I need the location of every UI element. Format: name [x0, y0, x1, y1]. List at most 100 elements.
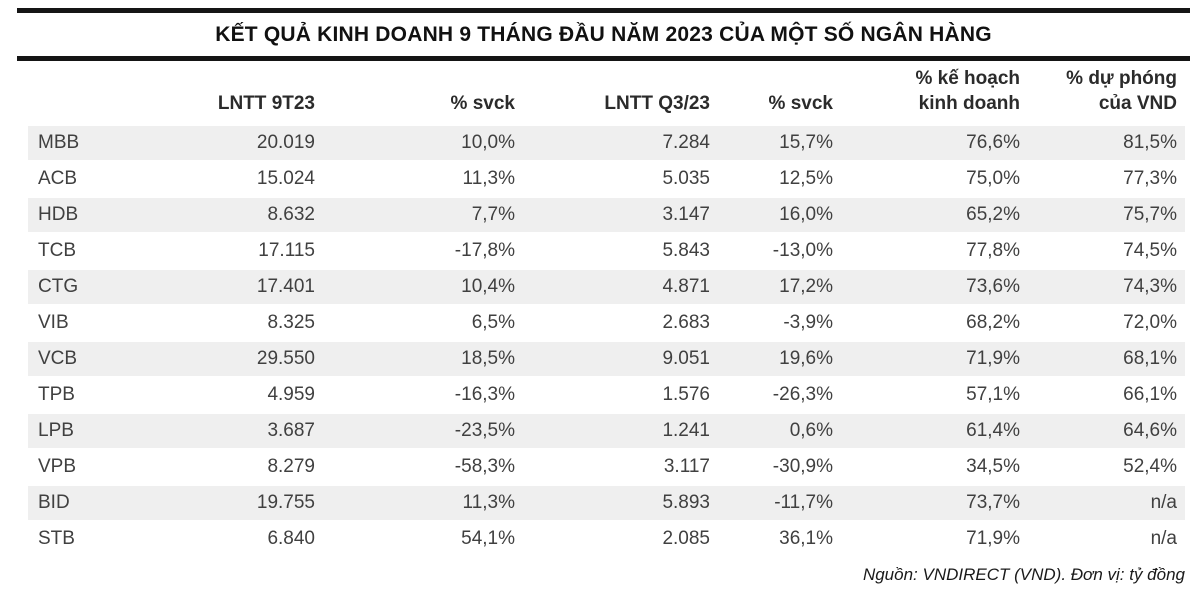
- svck-q323-cell: -3,9%: [710, 306, 833, 343]
- ke-hoach-cell: 77,8%: [833, 234, 1020, 271]
- bank-code-cell: TPB: [28, 378, 118, 415]
- column-header-svck-9t23: % svck: [450, 92, 515, 114]
- du-phong-cell: 68,1%: [1020, 342, 1185, 379]
- lntt-q323-cell: 4.871: [515, 270, 710, 307]
- lntt-9t23-cell: 17.401: [118, 270, 315, 307]
- table-header: LNTT 9T23 % svck LNTT Q3/23 % svck % kế …: [28, 61, 1185, 126]
- lntt-9t23-cell: 4.959: [118, 378, 315, 415]
- ke-hoach-cell: 34,5%: [833, 450, 1020, 487]
- table-row: VPB 8.279 -58,3% 3.117 -30,9% 34,5% 52,4…: [28, 450, 1185, 487]
- svck-9t23-cell: -58,3%: [315, 450, 515, 487]
- svck-9t23-cell: -17,8%: [315, 234, 515, 271]
- lntt-9t23-cell: 15.024: [118, 162, 315, 199]
- column-header-ke-hoach: % kế hoạch kinh doanh: [915, 68, 1020, 114]
- svck-q323-cell: 15,7%: [710, 126, 833, 163]
- source-note: Nguồn: VNDIRECT (VND). Đơn vị: tỷ đồng: [862, 565, 1185, 585]
- table-row: BID 19.755 11,3% 5.893 -11,7% 73,7% n/a: [28, 486, 1185, 523]
- lntt-q323-cell: 7.284: [515, 126, 710, 163]
- lntt-q323-cell: 5.843: [515, 234, 710, 271]
- svck-9t23-cell: 7,7%: [315, 198, 515, 235]
- ke-hoach-cell: 71,9%: [833, 522, 1020, 559]
- ke-hoach-cell: 68,2%: [833, 306, 1020, 343]
- svck-q323-cell: 17,2%: [710, 270, 833, 307]
- title-bar: KẾT QUẢ KINH DOANH 9 THÁNG ĐẦU NĂM 2023 …: [17, 8, 1190, 61]
- column-header-du-phong: % dự phóng của VND: [1066, 68, 1177, 114]
- column-header-bank: [28, 61, 118, 126]
- lntt-9t23-cell: 6.840: [118, 522, 315, 559]
- page-title: KẾT QUẢ KINH DOANH 9 THÁNG ĐẦU NĂM 2023 …: [215, 23, 992, 46]
- column-header-svck-q323: % svck: [768, 92, 833, 114]
- lntt-q323-cell: 3.147: [515, 198, 710, 235]
- svck-9t23-cell: 10,4%: [315, 270, 515, 307]
- ke-hoach-cell: 73,6%: [833, 270, 1020, 307]
- ke-hoach-cell: 75,0%: [833, 162, 1020, 199]
- du-phong-cell: 74,5%: [1020, 234, 1185, 271]
- lntt-9t23-cell: 8.325: [118, 306, 315, 343]
- bank-code-cell: MBB: [28, 126, 118, 163]
- du-phong-cell: 66,1%: [1020, 378, 1185, 415]
- bank-code-cell: VCB: [28, 342, 118, 379]
- table-row: TCB 17.115 -17,8% 5.843 -13,0% 77,8% 74,…: [28, 234, 1185, 271]
- lntt-q323-cell: 3.117: [515, 450, 710, 487]
- bank-code-cell: ACB: [28, 162, 118, 199]
- ke-hoach-cell: 76,6%: [833, 126, 1020, 163]
- svck-q323-cell: -26,3%: [710, 378, 833, 415]
- svck-q323-cell: -30,9%: [710, 450, 833, 487]
- bank-code-cell: BID: [28, 486, 118, 523]
- table-row: ACB 15.024 11,3% 5.035 12,5% 75,0% 77,3%: [28, 162, 1185, 199]
- lntt-9t23-cell: 17.115: [118, 234, 315, 271]
- table-row: LPB 3.687 -23,5% 1.241 0,6% 61,4% 64,6%: [28, 414, 1185, 451]
- lntt-q323-cell: 1.241: [515, 414, 710, 451]
- ke-hoach-cell: 57,1%: [833, 378, 1020, 415]
- bank-code-cell: TCB: [28, 234, 118, 271]
- svck-9t23-cell: 11,3%: [315, 162, 515, 199]
- table-row: HDB 8.632 7,7% 3.147 16,0% 65,2% 75,7%: [28, 198, 1185, 235]
- ke-hoach-cell: 65,2%: [833, 198, 1020, 235]
- lntt-9t23-cell: 29.550: [118, 342, 315, 379]
- bank-code-cell: STB: [28, 522, 118, 559]
- du-phong-cell: 81,5%: [1020, 126, 1185, 163]
- column-header-lntt-q323: LNTT Q3/23: [604, 92, 710, 114]
- svck-q323-cell: -11,7%: [710, 486, 833, 523]
- lntt-9t23-cell: 20.019: [118, 126, 315, 163]
- lntt-q323-cell: 2.085: [515, 522, 710, 559]
- bank-results-table: LNTT 9T23 % svck LNTT Q3/23 % svck % kế …: [28, 61, 1185, 559]
- column-header-lntt-9t23: LNTT 9T23: [217, 92, 315, 114]
- lntt-9t23-cell: 19.755: [118, 486, 315, 523]
- lntt-9t23-cell: 3.687: [118, 414, 315, 451]
- table-row: TPB 4.959 -16,3% 1.576 -26,3% 57,1% 66,1…: [28, 378, 1185, 415]
- lntt-q323-cell: 5.893: [515, 486, 710, 523]
- svck-9t23-cell: 18,5%: [315, 342, 515, 379]
- lntt-9t23-cell: 8.632: [118, 198, 315, 235]
- svck-q323-cell: -13,0%: [710, 234, 833, 271]
- du-phong-cell: 52,4%: [1020, 450, 1185, 487]
- table-row: CTG 17.401 10,4% 4.871 17,2% 73,6% 74,3%: [28, 270, 1185, 307]
- svck-q323-cell: 19,6%: [710, 342, 833, 379]
- svck-9t23-cell: -16,3%: [315, 378, 515, 415]
- svck-9t23-cell: -23,5%: [315, 414, 515, 451]
- du-phong-cell: 72,0%: [1020, 306, 1185, 343]
- du-phong-cell: n/a: [1020, 522, 1185, 559]
- table-row: STB 6.840 54,1% 2.085 36,1% 71,9% n/a: [28, 522, 1185, 559]
- du-phong-cell: 64,6%: [1020, 414, 1185, 451]
- bank-code-cell: CTG: [28, 270, 118, 307]
- lntt-9t23-cell: 8.279: [118, 450, 315, 487]
- lntt-q323-cell: 5.035: [515, 162, 710, 199]
- ke-hoach-cell: 61,4%: [833, 414, 1020, 451]
- bank-code-cell: LPB: [28, 414, 118, 451]
- du-phong-cell: 74,3%: [1020, 270, 1185, 307]
- table-row: MBB 20.019 10,0% 7.284 15,7% 76,6% 81,5%: [28, 126, 1185, 163]
- svck-q323-cell: 12,5%: [710, 162, 833, 199]
- bank-code-cell: VPB: [28, 450, 118, 487]
- lntt-q323-cell: 9.051: [515, 342, 710, 379]
- table-row: VCB 29.550 18,5% 9.051 19,6% 71,9% 68,1%: [28, 342, 1185, 379]
- svck-q323-cell: 16,0%: [710, 198, 833, 235]
- svck-q323-cell: 0,6%: [710, 414, 833, 451]
- svck-9t23-cell: 10,0%: [315, 126, 515, 163]
- svck-9t23-cell: 54,1%: [315, 522, 515, 559]
- du-phong-cell: n/a: [1020, 486, 1185, 523]
- ke-hoach-cell: 71,9%: [833, 342, 1020, 379]
- svck-9t23-cell: 6,5%: [315, 306, 515, 343]
- svck-q323-cell: 36,1%: [710, 522, 833, 559]
- bank-code-cell: VIB: [28, 306, 118, 343]
